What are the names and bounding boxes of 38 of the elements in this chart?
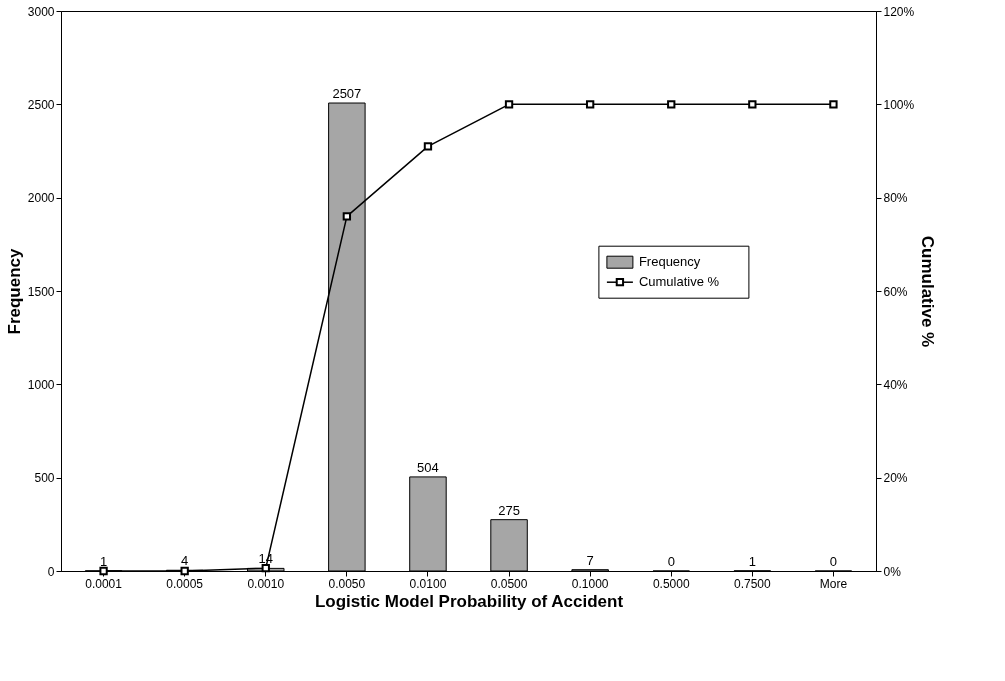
y-axis-title: Frequency bbox=[4, 247, 24, 335]
x-tick-label: 0.1000 bbox=[571, 576, 609, 591]
x-tick-label: 0.0010 bbox=[247, 576, 285, 591]
y2-tick-label: 60% bbox=[883, 284, 908, 299]
x-tick-label: More bbox=[819, 576, 848, 591]
legend-label: Cumulative % bbox=[638, 274, 720, 290]
legend-label: Frequency bbox=[638, 254, 701, 270]
data-label: 275 bbox=[498, 502, 520, 518]
data-label: 2507 bbox=[332, 86, 362, 102]
x-tick-label: 0.0050 bbox=[328, 576, 366, 591]
x-tick-label: 0.5000 bbox=[652, 576, 690, 591]
x-tick-label: 0.0100 bbox=[409, 576, 447, 591]
y2-tick-label: 0% bbox=[883, 564, 902, 579]
y2-tick-label: 100% bbox=[883, 97, 915, 112]
data-label: 504 bbox=[417, 459, 439, 475]
y-tick-label: 0 bbox=[47, 564, 55, 579]
x-tick-label: 0.0005 bbox=[166, 576, 204, 591]
data-label: 1 bbox=[99, 553, 108, 569]
x-tick-label: 0.0001 bbox=[85, 576, 123, 591]
y2-axis-title: Cumulative % bbox=[918, 235, 938, 348]
y-tick-label: 2000 bbox=[27, 191, 55, 206]
y-tick-label: 500 bbox=[34, 471, 55, 486]
y2-tick-label: 40% bbox=[883, 377, 908, 392]
data-label: 0 bbox=[829, 554, 838, 569]
x-axis-title: Logistic Model Probability of Accident bbox=[314, 591, 624, 611]
x-tick-label: 0.0500 bbox=[490, 576, 528, 591]
y-tick-label: 2500 bbox=[27, 97, 55, 112]
y-tick-label: 3000 bbox=[27, 4, 55, 19]
data-label: 1 bbox=[748, 553, 756, 569]
y-tick-label: 1000 bbox=[27, 377, 55, 392]
data-label: 0 bbox=[667, 554, 675, 569]
data-label: 4 bbox=[181, 553, 189, 569]
data-label: 7 bbox=[586, 552, 594, 568]
y2-tick-label: 20% bbox=[883, 471, 908, 486]
x-tick-label: 0.7500 bbox=[733, 576, 772, 591]
y-tick-label: 1500 bbox=[27, 284, 55, 299]
y2-tick-label: 120% bbox=[883, 4, 915, 19]
y2-tick-label: 80% bbox=[883, 191, 908, 206]
